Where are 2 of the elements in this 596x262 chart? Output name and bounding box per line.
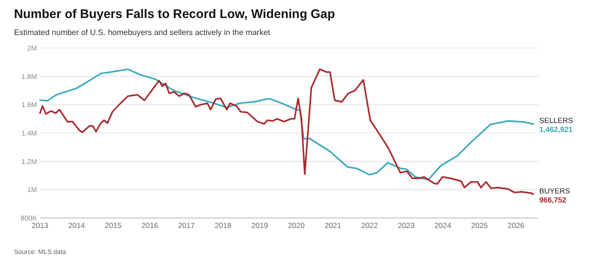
chart-title: Number of Buyers Falls to Record Low, Widening Gap [14,7,336,21]
chart-subtitle: Estimated number of U.S. homebuyers and sellers actively in the market [14,28,271,37]
